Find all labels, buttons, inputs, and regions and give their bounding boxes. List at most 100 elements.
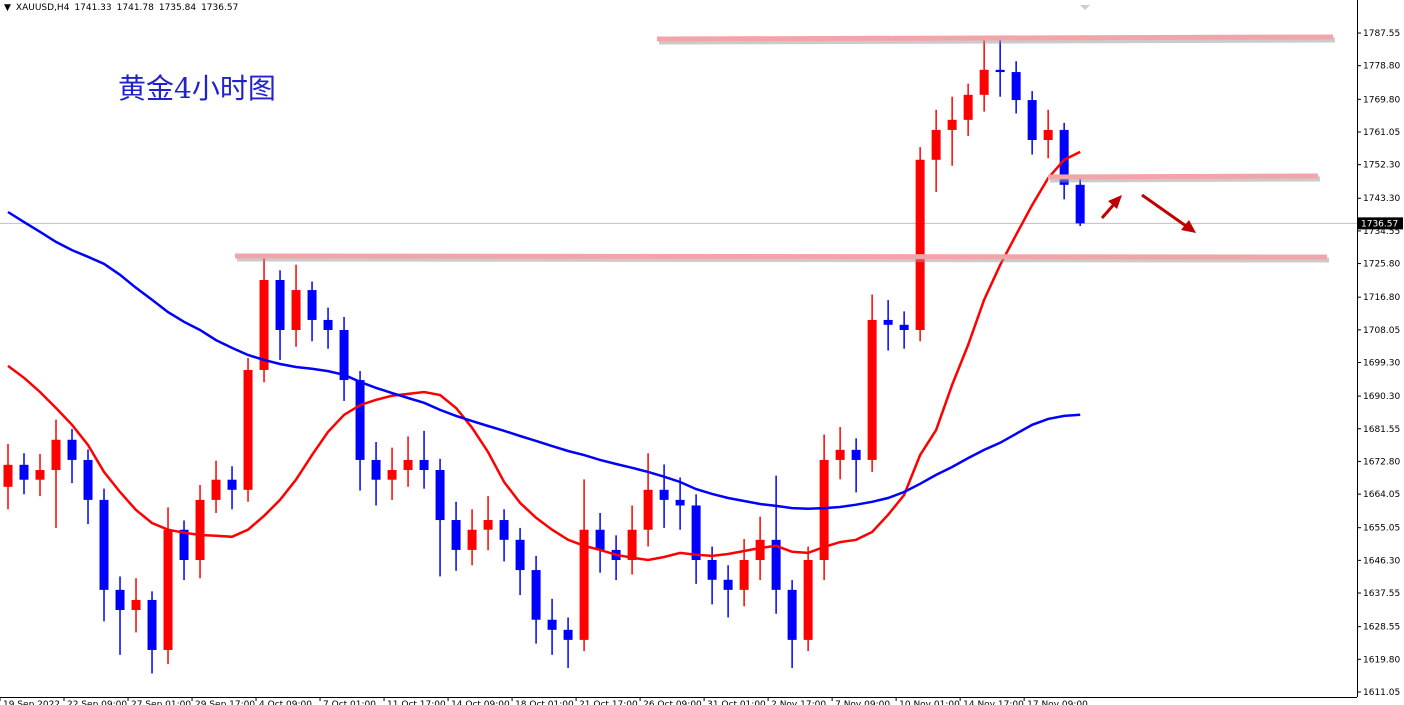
y-tick-label: 1628.55 [1363,623,1400,633]
y-tick-label: 1611.05 [1363,688,1400,698]
support-line [234,253,1328,260]
y-tick-label: 1646.30 [1363,556,1400,566]
candle-body [979,69,989,95]
y-tick-label: 1655.05 [1363,524,1400,534]
x-tick-label: 21 Oct 17:00 [579,700,638,705]
symbol: XAUUSD,H4 [15,3,70,13]
candle-body [659,489,669,500]
candle-body [483,520,493,530]
arrow-down [1141,193,1187,228]
annotations [234,5,1336,263]
candle-body [131,599,141,611]
candle-body [227,479,237,490]
y-tick-label: 1690.30 [1363,392,1400,402]
header-low: 1735.84 [158,3,197,13]
candle-body [387,470,397,480]
y-tick-label: 1708.05 [1363,326,1400,336]
candle-body [51,439,61,471]
candle-body [3,464,13,487]
candle-body [547,619,557,630]
candle-body [83,459,93,500]
candle-body [995,69,1005,73]
candle-body [419,459,429,471]
candle-body [211,479,221,500]
x-tick-label: 7 Oct 01:00 [323,700,376,705]
y-tick-label: 1778.80 [1363,62,1400,72]
level-shadow [1049,176,1321,183]
axes: 1611.05 1619.80 1628.55 1637.55 1646.30 1655.… [0,29,1403,705]
moving-average [7,210,1081,511]
header-close: 1736.57 [201,3,239,13]
candle-body [1043,129,1053,140]
x-tick-label: 14 Oct 09:00 [451,700,510,705]
candle-body [67,439,77,460]
support-shadow [236,256,1330,263]
candle-body [115,589,125,611]
x-tick-label: 18 Oct 01:00 [515,700,574,705]
arrow-head [1181,220,1196,233]
candle-body [403,459,413,471]
candle-body [675,499,685,506]
candle-body [467,529,477,550]
shift-marker [1080,5,1090,10]
last-price-tag [1358,217,1403,230]
candle-body [243,369,253,490]
candle-body [963,94,973,120]
candle-body [291,290,301,331]
candle-body [723,579,733,590]
y-tick-label: 1664.05 [1363,490,1400,500]
candle-body [627,529,637,560]
y-tick-label: 1752.30 [1363,161,1400,171]
candle-body [1075,184,1085,224]
x-tick-label: 27 Sep 01:00 [131,700,191,705]
candle-body [835,449,845,460]
x-tick-label: 26 Oct 09:00 [643,700,702,705]
candle-body [563,629,573,640]
x-tick-label: 10 Nov 01:00 [899,700,960,705]
candle-body [451,520,461,550]
candle-body [803,559,813,640]
y-tick-label: 1761.05 [1363,128,1400,138]
y-tick-label: 1787.55 [1363,29,1400,39]
candle-body [691,505,701,560]
candle-body [275,279,285,331]
x-tick-label: 19 Sep 2022 [3,700,60,705]
candle-body [595,529,605,550]
candle-body [899,324,909,331]
candle-body [195,499,205,560]
x-tick-label: 22 Sep 09:00 [67,700,127,705]
y-tick-label: 1716.80 [1363,293,1400,303]
candle-body [35,470,45,480]
header-high: 1741.78 [116,3,154,13]
resistance-line [656,34,1334,42]
candle-body [1011,72,1021,101]
y-tick-label: 1699.30 [1363,358,1400,368]
candle-body [851,449,861,460]
candle-body [259,279,269,370]
x-tick-label: 2 Nov 17:00 [771,700,826,705]
candle-body [883,319,893,325]
candle-body [643,489,653,530]
candle-body [915,159,925,331]
x-tick-label: 17 Nov 09:00 [1027,700,1088,705]
candle-body [947,119,957,130]
candle-body [515,539,525,571]
x-tick-label: 7 Nov 09:00 [835,700,890,705]
y-tick-label: 1637.55 [1363,589,1400,599]
candle-body [147,599,157,650]
candle-body [371,459,381,480]
header-open: 1741.33 [74,3,112,13]
candle-body [531,570,541,620]
chart-title: 黄金4小时图 [118,72,276,105]
candle-body [307,290,317,320]
candle-body [579,529,589,640]
candle-body [867,319,877,460]
candle-body [339,330,349,381]
y-tick-label: 1619.80 [1363,655,1400,665]
candle-body [179,529,189,560]
chart-header: ▼ XAUUSD,H4 1741.33 1741.78 1735.84 1736.57 [4,3,243,13]
header-arrow: ▼ [4,3,11,13]
y-tick-label: 1769.80 [1363,95,1400,105]
candle-body [931,129,941,160]
candle-body [19,464,29,480]
